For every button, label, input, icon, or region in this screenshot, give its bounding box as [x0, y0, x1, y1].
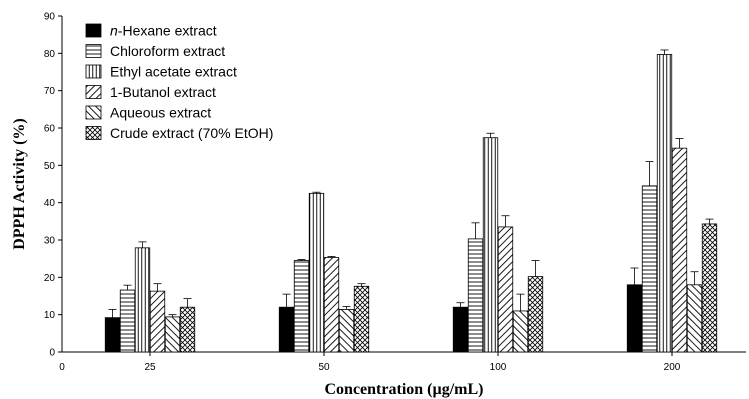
bar: [104, 317, 121, 353]
bar: [686, 284, 703, 353]
legend: n-Hexane extract Chloroform extract Ethyl …: [85, 23, 273, 141]
y-tick-label: 30: [44, 236, 56, 247]
y-tick-label: 40: [44, 198, 56, 209]
bar: [626, 284, 643, 353]
x-tick-label: 25: [144, 362, 156, 373]
bar: [338, 309, 355, 353]
legend-label: n-Hexane extract: [110, 23, 217, 39]
legend-label: Crude extract (70% EtOH): [110, 125, 273, 141]
bar: [164, 316, 181, 353]
bar: [701, 223, 718, 353]
bar: [134, 247, 151, 353]
bar: [656, 54, 673, 353]
y-tick-label: 60: [44, 124, 56, 135]
y-tick-label: 90: [44, 12, 56, 23]
bars: [104, 49, 718, 353]
y-tick-label: 10: [44, 310, 56, 321]
bar: [482, 137, 499, 353]
x-origin-label: 0: [59, 362, 65, 373]
bar: [467, 238, 484, 353]
bar: [497, 226, 514, 353]
bar: [293, 260, 310, 353]
bar: [278, 306, 295, 353]
bar: [641, 185, 658, 353]
bar: [308, 192, 325, 353]
bar: [119, 289, 136, 353]
y-ticks: 0 10 20 30 40 50 60 70 80 90: [44, 12, 62, 359]
y-tick-label: 50: [44, 161, 56, 172]
bar: [527, 276, 544, 353]
y-tick-label: 0: [49, 348, 55, 359]
legend-swatch: [85, 64, 102, 79]
bar: [671, 147, 688, 353]
legend-label: Aqueous extract: [110, 105, 211, 121]
bar: [512, 310, 529, 353]
legend-swatch: [85, 105, 102, 120]
x-axis-title: Concentration (µg/mL): [325, 381, 484, 398]
y-tick-label: 70: [44, 86, 56, 97]
x-tick-label: 200: [664, 362, 681, 373]
y-axis-title: DPPH Activity (%): [11, 118, 28, 250]
y-tick-label: 80: [44, 49, 56, 60]
x-tick-label: 50: [318, 362, 330, 373]
legend-label: Ethyl acetate extract: [110, 64, 237, 80]
x-ticks: 0 25 50 100 200: [59, 352, 681, 373]
legend-label: Chloroform extract: [110, 43, 225, 59]
y-tick-label: 20: [44, 273, 56, 284]
bar: [452, 306, 469, 353]
legend-swatch: [85, 44, 102, 58]
legend-swatch: [85, 85, 102, 99]
legend-swatch: [85, 23, 102, 38]
bar: [149, 290, 166, 353]
bar: [353, 285, 370, 353]
x-tick-label: 100: [490, 362, 507, 373]
bar: [323, 257, 340, 353]
bar: [179, 306, 196, 353]
legend-label: 1-Butanol extract: [110, 84, 216, 100]
legend-swatch: [85, 126, 102, 140]
